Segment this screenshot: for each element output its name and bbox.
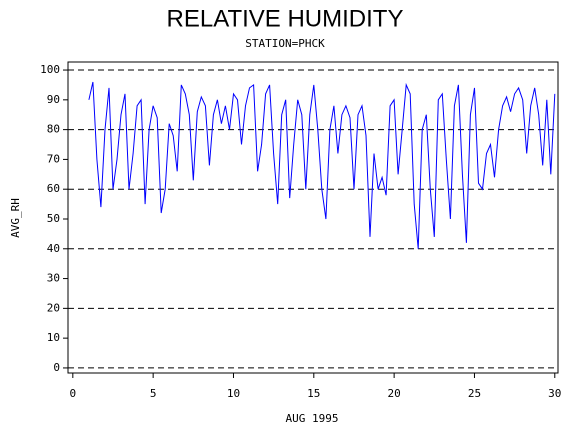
y-tick-label: 20 — [47, 301, 60, 314]
x-tick-label: 15 — [307, 387, 320, 400]
y-tick-label: 50 — [47, 212, 60, 225]
y-tick-label: 100 — [40, 63, 60, 76]
y-tick-label: 40 — [47, 242, 60, 255]
chart-subtitle: STATION=PHCK — [245, 37, 325, 50]
y-tick-label: 10 — [47, 331, 60, 344]
chart-title: RELATIVE HUMIDITY — [167, 5, 404, 32]
x-tick-label: 20 — [388, 387, 401, 400]
x-tick-label: 0 — [70, 387, 77, 400]
y-tick-label: 90 — [47, 93, 60, 106]
x-axis-label: AUG 1995 — [286, 412, 339, 425]
data-line — [88, 81, 556, 249]
plot-frame — [67, 61, 559, 374]
y-axis-label: AVG_RH — [9, 198, 22, 238]
y-tick-label: 60 — [47, 182, 60, 195]
y-tick-label: 70 — [47, 152, 60, 165]
x-tick-label: 10 — [227, 387, 240, 400]
x-tick-label: 25 — [468, 387, 481, 400]
x-tick-label: 30 — [548, 387, 561, 400]
y-tick-label: 0 — [53, 361, 60, 374]
y-tick-label: 80 — [47, 123, 60, 136]
x-tick-label: 5 — [150, 387, 157, 400]
y-tick-label: 30 — [47, 272, 60, 285]
